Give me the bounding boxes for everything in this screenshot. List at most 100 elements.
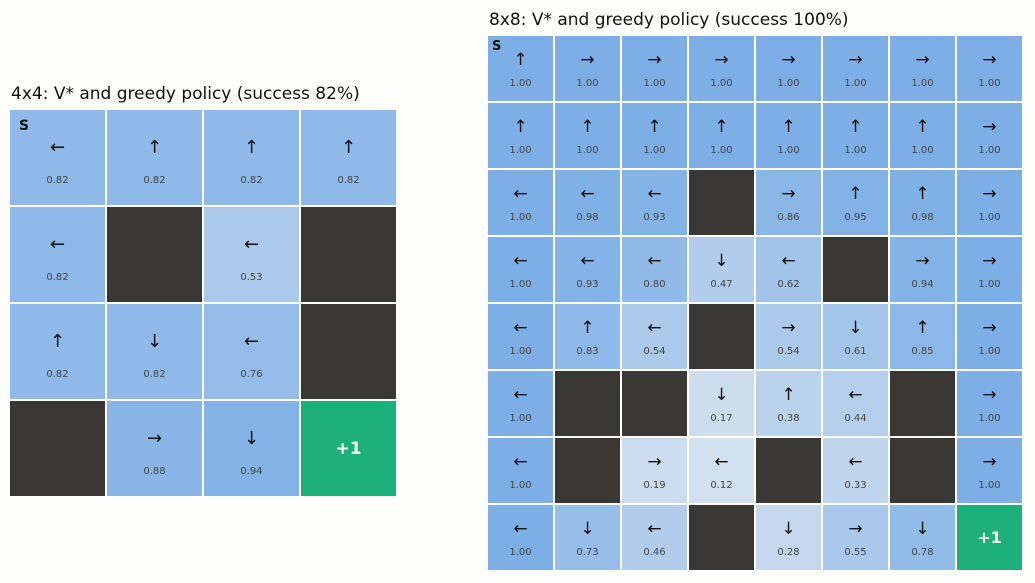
state-value-label: 1.00 [777, 145, 800, 156]
policy-arrow-icon: ↑ [714, 117, 729, 137]
state-value-label: 0.47 [710, 279, 733, 290]
policy-arrow-icon: → [915, 251, 930, 271]
policy-arrow-icon: → [982, 385, 997, 405]
state-value-label: 0.98 [911, 212, 934, 223]
policy-arrow-icon: ← [781, 251, 796, 271]
state-cell: ↑ 1.00 S [488, 36, 553, 101]
state-value-label: 0.78 [911, 547, 934, 558]
policy-arrow-icon: ← [513, 184, 528, 204]
state-cell: → 0.88 [107, 401, 202, 496]
policy-arrow-icon: ← [513, 318, 528, 338]
policy-arrow-icon: ↓ [714, 251, 729, 271]
policy-arrow-icon: ↑ [146, 137, 163, 158]
state-cell: → 1.00 [957, 103, 1022, 168]
wall-cell [823, 237, 888, 302]
state-cell: ↓ 0.47 [689, 237, 754, 302]
state-value-label: 1.00 [978, 279, 1001, 290]
state-cell: ↑ 0.38 [756, 371, 821, 436]
state-value-label: 0.61 [844, 346, 867, 357]
state-value-label: 1.00 [777, 78, 800, 89]
state-value-label: 1.00 [643, 78, 666, 89]
state-cell: ↑ 1.00 [689, 103, 754, 168]
wall-cell [107, 207, 202, 302]
state-cell: ↑ 0.85 [890, 304, 955, 369]
state-cell: ← 0.98 [555, 170, 620, 235]
policy-arrow-icon: ↑ [848, 117, 863, 137]
state-cell: ← 1.00 [488, 505, 553, 570]
state-value-label: 0.95 [844, 212, 867, 223]
state-cell: ← 1.00 [488, 237, 553, 302]
state-value-label: 0.80 [643, 279, 666, 290]
state-value-label: 1.00 [978, 78, 1001, 89]
state-value-label: 1.00 [844, 145, 867, 156]
state-value-label: 0.82 [337, 175, 360, 186]
policy-arrow-icon: ↓ [714, 385, 729, 405]
policy-arrow-icon: → [781, 50, 796, 70]
state-cell: ↑ 1.00 [622, 103, 687, 168]
state-value-label: 0.44 [844, 413, 867, 424]
wall-cell [756, 438, 821, 503]
start-marker: S [492, 39, 502, 54]
wall-cell [890, 438, 955, 503]
state-value-label: 0.17 [710, 413, 733, 424]
state-value-label: 0.82 [143, 175, 166, 186]
policy-arrow-icon: ← [647, 519, 662, 539]
state-value-label: 1.00 [509, 547, 532, 558]
state-value-label: 1.00 [509, 212, 532, 223]
state-cell: ↑ 1.00 [488, 103, 553, 168]
policy-arrow-icon: ← [513, 251, 528, 271]
state-value-label: 0.38 [777, 413, 800, 424]
policy-arrow-icon: ↑ [580, 117, 595, 137]
state-cell: ← 0.33 [823, 438, 888, 503]
state-value-label: 1.00 [710, 78, 733, 89]
wall-cell [10, 401, 105, 496]
policy-arrow-icon: ↑ [915, 117, 930, 137]
state-value-label: 0.93 [576, 279, 599, 290]
state-cell: ↑ 0.82 [10, 304, 105, 399]
policy-arrow-icon: ↑ [781, 117, 796, 137]
state-value-label: 0.19 [643, 480, 666, 491]
policy-arrow-icon: → [580, 50, 595, 70]
state-value-label: 1.00 [509, 413, 532, 424]
policy-arrow-icon: ↑ [580, 318, 595, 338]
value-grid-4x4: ← 0.82 S ↑ 0.82 ↑ 0.82 ↑ 0.82 ← 0.82 ← 0.53 ↑ 0.82 ↓ 0.8… [10, 110, 396, 496]
policy-arrow-icon: ↑ [513, 50, 528, 70]
policy-arrow-icon: ← [848, 452, 863, 472]
state-value-label: 1.00 [978, 413, 1001, 424]
state-value-label: 1.00 [978, 145, 1001, 156]
state-value-label: 1.00 [576, 78, 599, 89]
policy-arrow-icon: → [848, 519, 863, 539]
state-value-label: 0.93 [643, 212, 666, 223]
state-value-label: 0.85 [911, 346, 934, 357]
wall-cell [301, 207, 396, 302]
state-value-label: 1.00 [844, 78, 867, 89]
state-value-label: 1.00 [710, 145, 733, 156]
policy-arrow-icon: → [647, 452, 662, 472]
state-value-label: 1.00 [509, 78, 532, 89]
state-cell: ← 0.46 [622, 505, 687, 570]
policy-arrow-icon: ↑ [513, 117, 528, 137]
policy-arrow-icon: → [982, 50, 997, 70]
policy-arrow-icon: → [982, 318, 997, 338]
value-grid-8x8: ↑ 1.00 S → 1.00 → 1.00 → 1.00 → 1.00 → 1.00 → 1.00 → 1.0… [488, 36, 1022, 570]
state-cell: → 1.00 [957, 36, 1022, 101]
policy-arrow-icon: ↓ [243, 428, 260, 449]
policy-arrow-icon: ← [243, 234, 260, 255]
policy-arrow-icon: ↑ [848, 184, 863, 204]
wall-cell [689, 304, 754, 369]
state-cell: → 0.19 [622, 438, 687, 503]
state-cell: → 0.86 [756, 170, 821, 235]
state-cell: ← 0.82 [10, 207, 105, 302]
state-value-label: 1.00 [509, 480, 532, 491]
policy-arrow-icon: ← [580, 184, 595, 204]
policy-arrow-icon: → [982, 251, 997, 271]
goal-reward-label: +1 [335, 438, 362, 459]
state-cell: ← 0.76 [204, 304, 299, 399]
state-cell: ↑ 1.00 [823, 103, 888, 168]
policy-arrow-icon: → [915, 50, 930, 70]
state-cell: ↑ 1.00 [890, 103, 955, 168]
policy-arrow-icon: ← [243, 331, 260, 352]
policy-arrow-icon: → [714, 50, 729, 70]
wall-cell [622, 371, 687, 436]
state-cell: ↑ 1.00 [555, 103, 620, 168]
